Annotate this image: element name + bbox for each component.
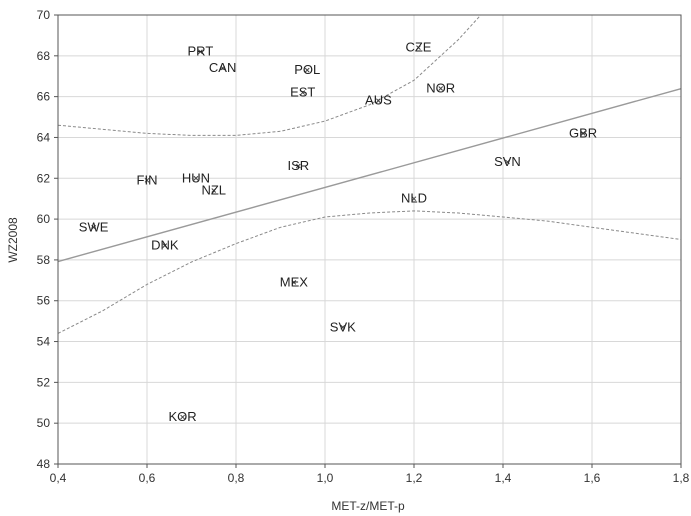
point-label: CAN — [209, 60, 236, 75]
point-label: ISR — [287, 158, 309, 173]
point-marker — [505, 159, 510, 165]
point-marker — [340, 324, 346, 330]
y-axis-title: WZ2008 — [6, 217, 20, 263]
x-tick-label: 1,0 — [317, 471, 334, 485]
point-marker — [144, 177, 150, 183]
point-marker — [291, 280, 297, 285]
x-axis-title: MET-z/MET-p — [331, 499, 405, 513]
point-label: SVN — [494, 154, 521, 169]
regression-line-group — [57, 88, 682, 263]
x-tick-label: 1,6 — [584, 471, 601, 485]
x-tick-label: 0,4 — [50, 471, 67, 485]
y-tick-label: 50 — [37, 416, 51, 430]
point-marker — [91, 224, 96, 230]
point-marker — [180, 414, 185, 420]
confidence-upper-curve — [57, 14, 482, 136]
x-tick-label: 1,4 — [495, 471, 512, 485]
point-label: KOR — [169, 409, 197, 424]
point-marker — [211, 188, 217, 193]
point-label: PRT — [188, 44, 214, 59]
point-marker — [198, 49, 203, 55]
point-marker — [376, 98, 381, 104]
y-tick-label: 68 — [37, 49, 51, 63]
point-label: GBR — [569, 125, 597, 140]
point-label: AUS — [365, 93, 392, 108]
y-tick-label: 54 — [37, 335, 51, 349]
grid-lines — [58, 15, 681, 464]
y-tick-label: 56 — [37, 294, 51, 308]
point-label: NLD — [401, 191, 427, 206]
point-marker — [304, 67, 310, 73]
point-marker — [416, 45, 421, 51]
point-marker — [193, 175, 199, 181]
plot-frame — [57, 14, 682, 465]
y-tick-label: 60 — [37, 212, 51, 226]
point-marker — [220, 65, 226, 71]
y-tick-label: 52 — [37, 375, 51, 389]
point-label: MEX — [280, 274, 309, 289]
point-label: FIN — [137, 172, 158, 187]
y-tick-label: 62 — [37, 171, 51, 185]
confidence-lower-curve — [57, 210, 682, 334]
y-tick-label: 66 — [37, 90, 51, 104]
point-label: HUN — [182, 170, 210, 185]
point-label: DNK — [151, 238, 179, 253]
regression-line — [57, 88, 682, 263]
y-tick-label: 48 — [37, 457, 51, 471]
point-marker — [300, 90, 306, 95]
point-marker — [411, 196, 417, 202]
point-label: SWE — [79, 219, 109, 234]
y-tick-label: 70 — [37, 8, 51, 22]
point-marker — [438, 86, 444, 91]
point-label: EST — [290, 85, 315, 100]
confidence-band — [57, 14, 682, 334]
x-tick-label: 0,6 — [139, 471, 156, 485]
y-tick-label: 58 — [37, 253, 51, 267]
point-marker — [162, 243, 168, 248]
point-label: CZE — [405, 40, 431, 55]
point-marker — [295, 163, 301, 169]
y-axis-ticks: 48 50 52 54 56 58 60 62 64 66 68 70 — [37, 8, 58, 471]
x-tick-label: 1,2 — [406, 471, 423, 485]
x-tick-label: 0,8 — [228, 471, 245, 485]
point-marker — [580, 131, 586, 136]
point-label: NOR — [426, 80, 455, 95]
point-label: NZL — [201, 183, 226, 198]
y-tick-label: 64 — [37, 130, 51, 144]
point-label: POL — [294, 62, 320, 77]
point-label: SVK — [330, 319, 356, 334]
x-axis-ticks: 0,4 0,6 0,8 1,0 1,2 1,4 1,6 1,8 — [50, 464, 690, 485]
x-tick-label: 1,8 — [673, 471, 690, 485]
